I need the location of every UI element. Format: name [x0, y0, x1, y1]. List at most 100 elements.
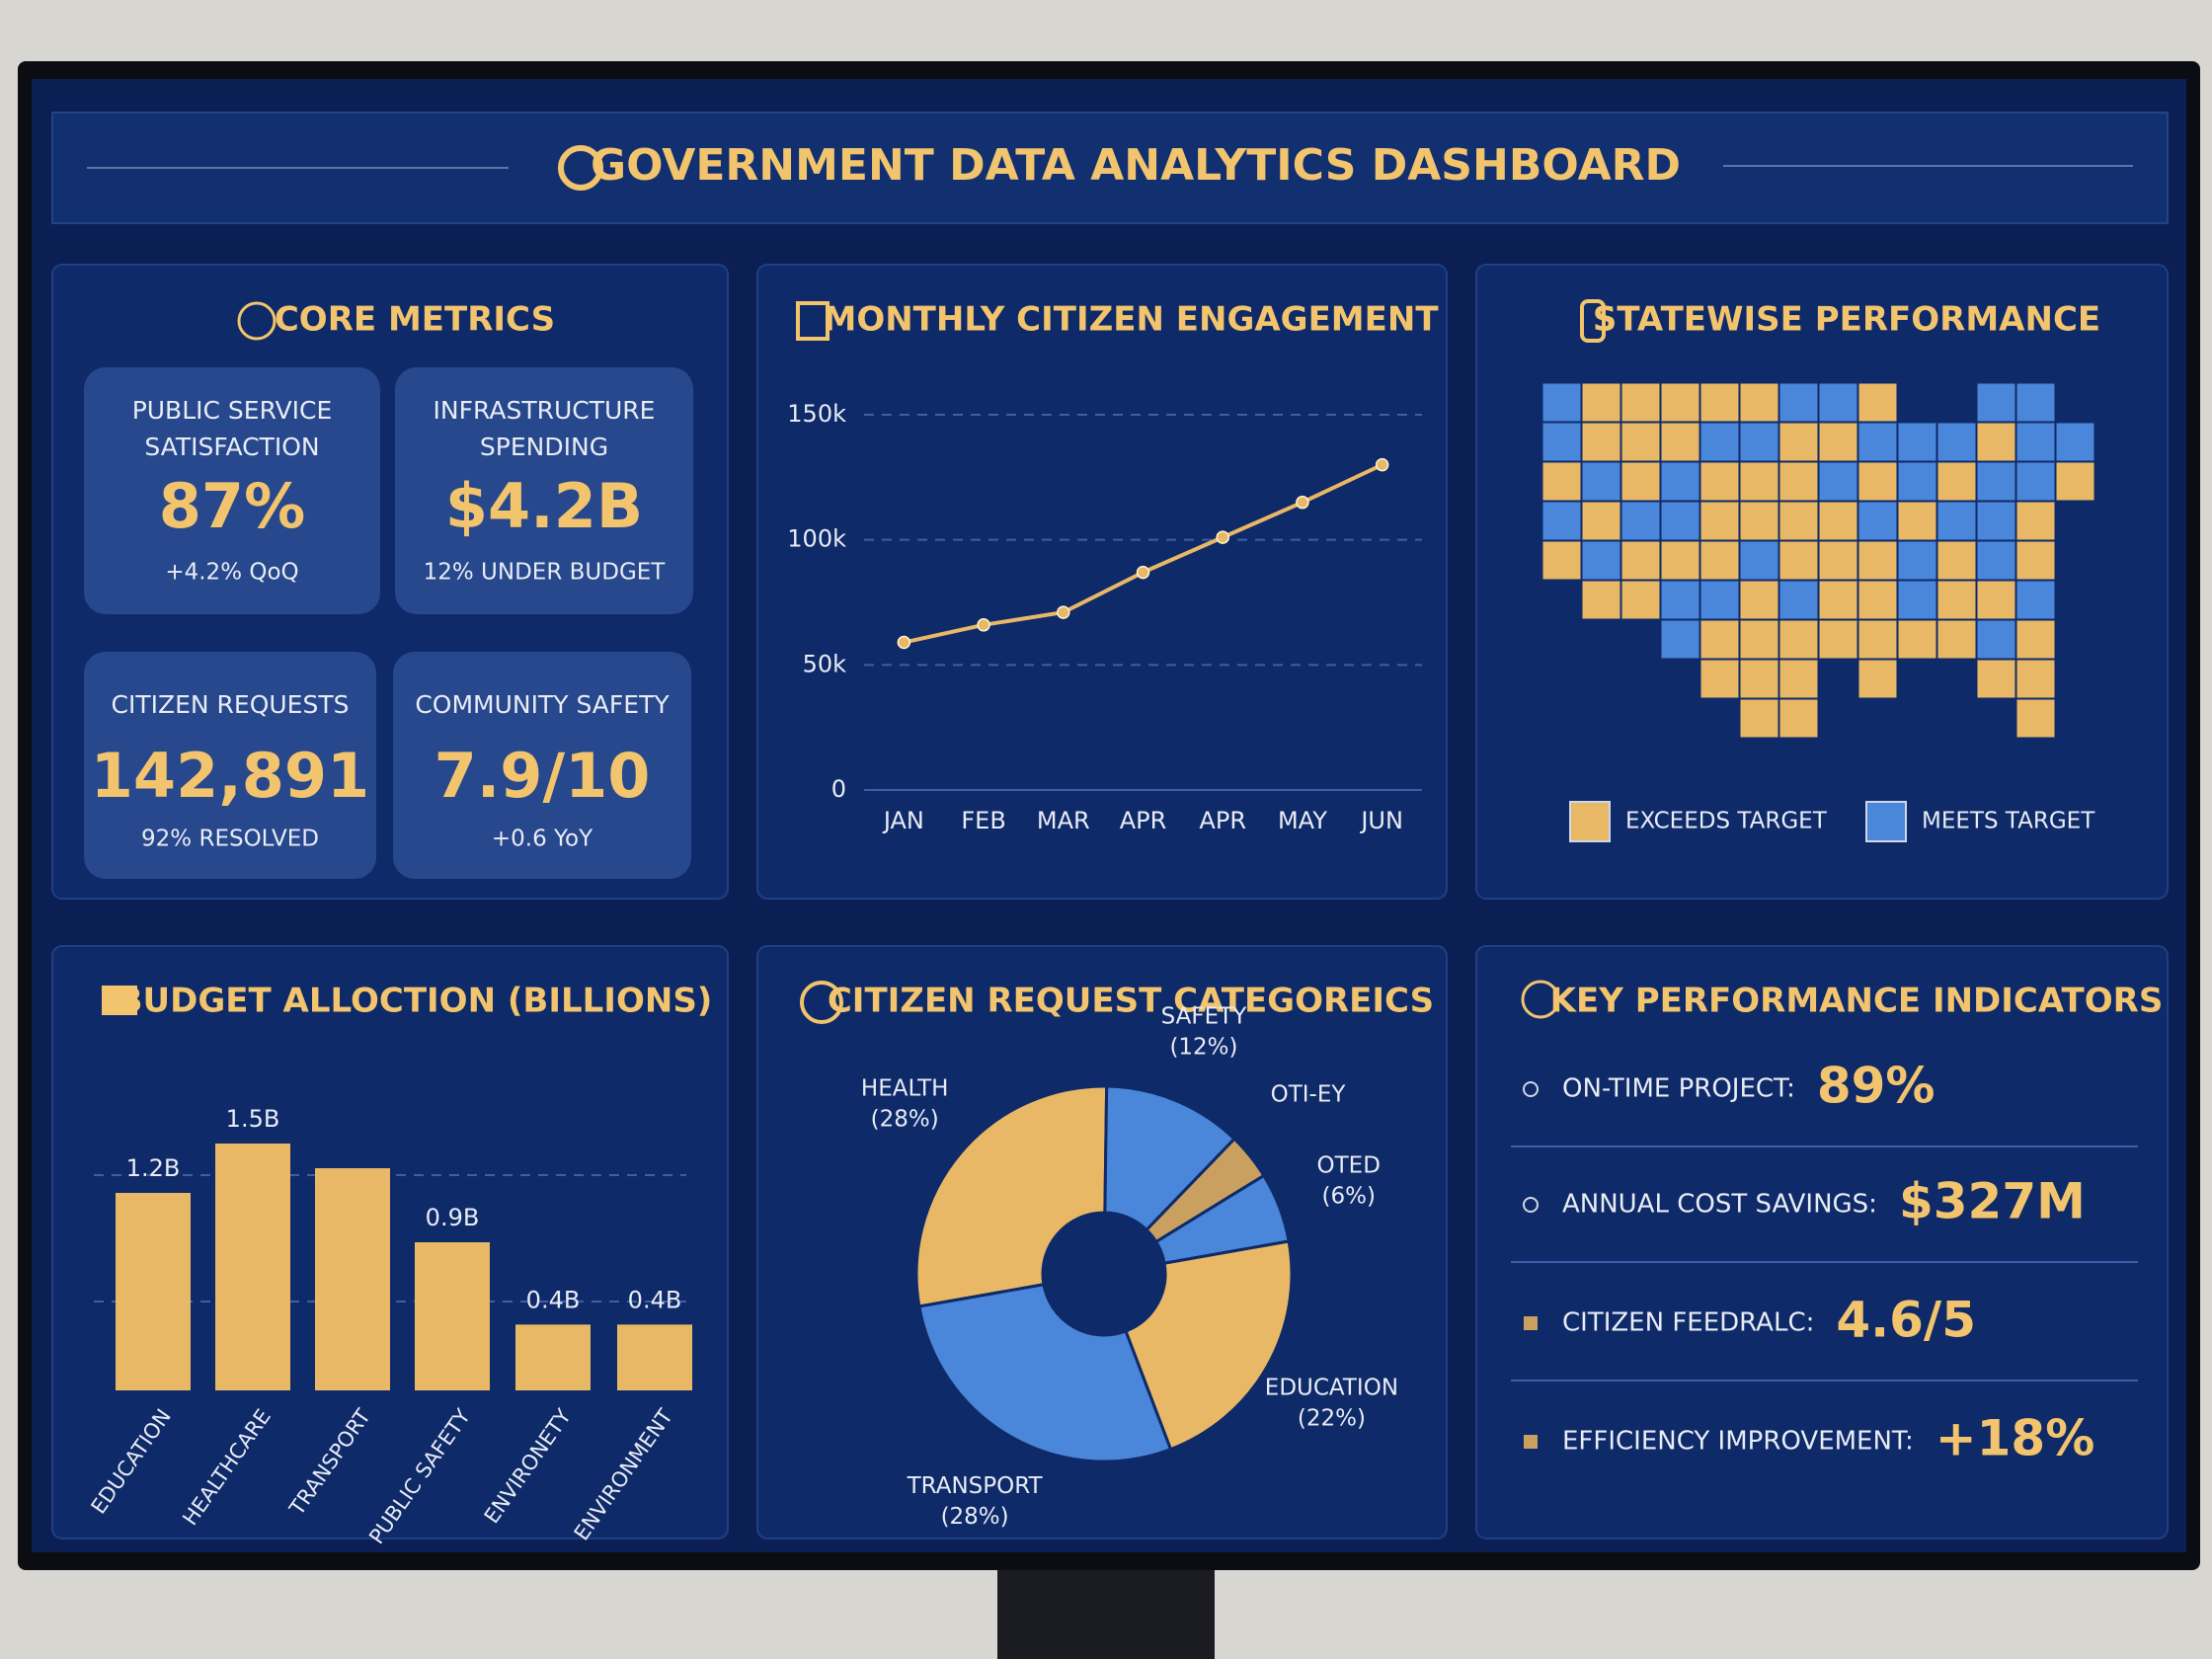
state-tile [1699, 619, 1740, 660]
state-tile [1620, 422, 1661, 462]
slice-label: OTED [1317, 1152, 1381, 1178]
metric-label: COMMUNITY SAFETY [415, 690, 670, 719]
state-tile [1660, 461, 1700, 502]
state-tile [1818, 461, 1858, 502]
state-tile [1739, 659, 1779, 699]
legend-swatch [1569, 801, 1611, 842]
kpi-value: 4.6/5 [1836, 1292, 1976, 1349]
state-tile [1897, 501, 1937, 541]
state-tile [1778, 659, 1819, 699]
state-tile [1620, 501, 1661, 541]
state-tile [2015, 382, 2056, 423]
state-tile [1620, 461, 1661, 502]
title-icon [237, 301, 276, 341]
state-tile [1897, 461, 1937, 502]
state-tile [1818, 540, 1858, 581]
state-tile [1581, 540, 1621, 581]
state-tile [2015, 422, 2056, 462]
panel [1475, 945, 2169, 1540]
kpi-label: CITIZEN FEEDRALC: [1562, 1308, 1814, 1338]
slice-label: SAFETY [1161, 1003, 1248, 1029]
kpi-bullet [1523, 1081, 1539, 1097]
header-title: GOVERNMENT DATA ANALYTICS DASHBOARD [591, 140, 1681, 191]
state-tile [1818, 580, 1858, 620]
state-tile [1976, 422, 2016, 462]
data-point [897, 635, 911, 650]
slice-label: HEALTH [861, 1076, 949, 1102]
metric-label: INFRASTRUCTURE [434, 396, 656, 425]
state-tile [2015, 698, 2056, 739]
state-tile [1620, 540, 1661, 581]
x-tick-label: MAY [1278, 807, 1327, 834]
panel-title: MONTHLY CITIZEN ENGAGEMENT [823, 300, 1439, 340]
state-tile [1739, 619, 1779, 660]
kpi-bullet [1524, 1316, 1538, 1330]
state-tile [1818, 422, 1858, 462]
state-tile [1857, 540, 1898, 581]
state-tile [1699, 382, 1740, 423]
state-tile [1897, 540, 1937, 581]
metric-value: $4.2B [445, 470, 643, 542]
data-point [1216, 530, 1229, 544]
state-tile [1897, 422, 1937, 462]
slice-label: EDUCATION [1265, 1375, 1398, 1400]
slice-value-label: (12%) [1169, 1034, 1237, 1060]
legend-label: EXCEEDS TARGET [1625, 809, 1828, 834]
state-tile [1620, 580, 1661, 620]
state-tile [1976, 580, 2016, 620]
metric-note: 12% UNDER BUDGET [424, 560, 667, 586]
metric-label: SATISFACTION [144, 433, 319, 461]
x-tick-label: FEB [961, 807, 1005, 834]
state-tile [1857, 580, 1898, 620]
state-tile [1857, 422, 1898, 462]
metric-card [84, 367, 380, 614]
state-tile [1581, 422, 1621, 462]
state-tile [1660, 619, 1700, 660]
state-tile [1818, 619, 1858, 660]
panel-title: KEY PERFORMANCE INDICATORS [1550, 982, 2164, 1021]
state-tile [1581, 382, 1621, 423]
state-tile [1778, 422, 1819, 462]
state-tile [2015, 501, 2056, 541]
metric-note: +4.2% QoQ [165, 560, 298, 586]
state-tile [1660, 382, 1700, 423]
metric-label: CITIZEN REQUESTS [112, 690, 350, 719]
pie-slice [917, 1283, 1173, 1463]
state-tile [1739, 501, 1779, 541]
state-tile [1739, 580, 1779, 620]
state-tile [1778, 580, 1819, 620]
state-tile [1897, 580, 1937, 620]
slice-value-label: (28%) [871, 1107, 939, 1133]
data-point [1136, 565, 1150, 580]
data-point [977, 618, 990, 632]
kpi-bullet [1523, 1197, 1539, 1213]
title-icon [1521, 980, 1560, 1019]
kpi-label: ANNUAL COST SAVINGS: [1562, 1190, 1877, 1220]
state-tile [1976, 659, 2016, 699]
slice-value-label: (22%) [1298, 1405, 1366, 1431]
state-tile [1778, 698, 1819, 739]
state-tile [2015, 580, 2056, 620]
state-tile [1541, 382, 1582, 423]
bar-value-label: 1.2B [126, 1154, 181, 1182]
state-tile [1778, 619, 1819, 660]
state-tile [1541, 422, 1582, 462]
title-icon [796, 301, 830, 341]
bar [617, 1324, 692, 1390]
state-tile [2055, 461, 2095, 502]
metric-value: 7.9/10 [434, 740, 651, 812]
state-tile [1581, 580, 1621, 620]
metric-card [395, 367, 693, 614]
kpi-value: $327M [1899, 1173, 2086, 1230]
metric-note: +0.6 YoY [492, 827, 593, 852]
state-tile [1778, 501, 1819, 541]
state-tile [1818, 501, 1858, 541]
state-tile [1936, 619, 1977, 660]
metric-card [84, 652, 376, 879]
monitor-stand [997, 1570, 1215, 1659]
state-tile [1976, 461, 2016, 502]
state-tile [1739, 461, 1779, 502]
state-tile [1739, 382, 1779, 423]
metric-value: 87% [159, 470, 305, 542]
bar [215, 1144, 290, 1390]
